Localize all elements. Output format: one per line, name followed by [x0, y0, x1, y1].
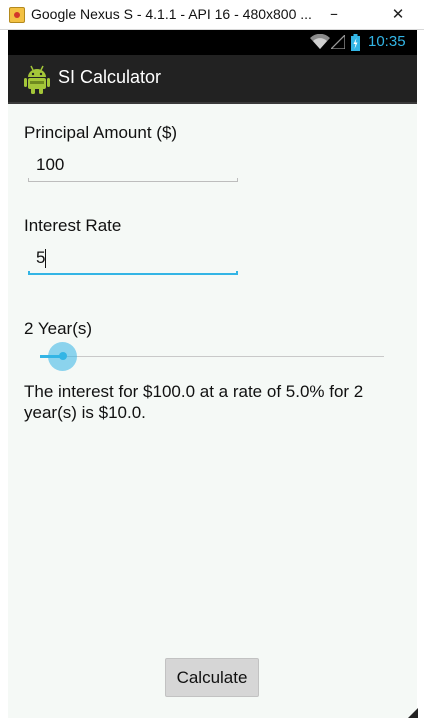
- principal-label: Principal Amount ($): [24, 123, 178, 142]
- wifi-icon: [310, 34, 330, 49]
- principal-input-value: 100: [36, 155, 65, 174]
- status-bar: 10:35: [8, 30, 417, 55]
- years-slider-thumb[interactable]: [59, 352, 67, 360]
- interest-rate-input-underline: [28, 271, 238, 275]
- years-slider-track[interactable]: [40, 356, 384, 357]
- close-button[interactable]: ✕: [391, 5, 405, 23]
- years-label: 2 Year(s): [24, 319, 93, 338]
- device-screen: 10:35 SI Calculator Principal Amount ($): [8, 30, 417, 718]
- window-title: Google Nexus S - 4.1.1 - API 16 - 480x80…: [31, 6, 312, 22]
- action-bar: SI Calculator: [8, 55, 417, 104]
- status-clock: 10:35: [368, 33, 406, 50]
- interest-rate-input-value: 5: [36, 248, 46, 267]
- interest-rate-label: Interest Rate: [24, 216, 122, 235]
- result-text: The interest for $100.0 at a rate of 5.0…: [24, 382, 364, 422]
- battery-icon: [351, 34, 360, 51]
- interest-rate-input[interactable]: 5: [28, 245, 238, 275]
- principal-input-underline: [28, 178, 238, 182]
- window-titlebar: Google Nexus S - 4.1.1 - API 16 - 480x80…: [0, 0, 424, 30]
- calculate-button[interactable]: Calculate: [165, 658, 259, 697]
- resize-grip-icon[interactable]: [408, 708, 418, 718]
- emulator-app-icon: [9, 7, 25, 23]
- android-robot-icon: [24, 65, 50, 94]
- emulator-frame: 10:35 SI Calculator Principal Amount ($): [0, 30, 424, 727]
- text-cursor: [45, 249, 46, 268]
- signal-icon: [331, 35, 345, 49]
- principal-input[interactable]: 100: [28, 152, 238, 182]
- minimize-button[interactable]: –: [330, 4, 338, 23]
- app-title: SI Calculator: [58, 67, 162, 87]
